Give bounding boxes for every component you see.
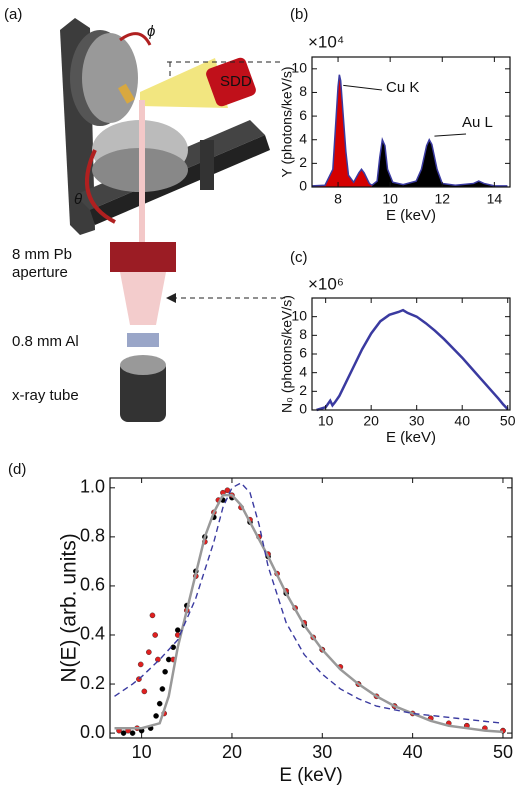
x-tick-label: 10 <box>318 413 334 429</box>
x-axis-label: E (keV) <box>386 429 436 446</box>
x-tick-label: 12 <box>434 191 450 207</box>
x-axis-label: E (keV) <box>279 765 342 786</box>
point <box>224 487 231 494</box>
y-tick-label: 2 <box>299 154 307 170</box>
y-multiplier: ×10⁶ <box>308 274 344 293</box>
theta-label: θ <box>74 191 82 208</box>
area-outline <box>371 137 508 187</box>
phi-label: ϕ <box>147 23 155 40</box>
annotation-arrow <box>434 133 467 137</box>
plot-frame <box>109 477 513 739</box>
x-tick-label: 30 <box>312 742 332 762</box>
y-tick-label: 6 <box>299 107 307 123</box>
y-axis-label: N(E) (arb. units) <box>58 533 81 682</box>
point <box>174 627 181 633</box>
x-tick-label: 20 <box>222 742 242 762</box>
y-axis-label: Y (photons/keV/s) <box>279 66 295 177</box>
annotation: Au L <box>462 114 493 131</box>
x-tick-label: 50 <box>500 413 516 429</box>
point <box>152 632 158 638</box>
x-tick-label: 14 <box>487 191 503 207</box>
panel-label: (c) <box>290 249 308 266</box>
point <box>141 688 148 695</box>
y-multiplier: ×10⁴ <box>308 32 344 51</box>
panel-label: (b) <box>290 6 308 23</box>
line <box>114 482 504 724</box>
line <box>316 308 509 412</box>
x-tick-label: 30 <box>409 413 425 429</box>
annotation: Cu K <box>386 79 419 96</box>
y-tick-label: 0.0 <box>80 722 105 742</box>
y-tick-label: 6 <box>299 345 307 361</box>
panel-label: (a) <box>4 6 22 23</box>
annotation-arrow <box>343 84 383 91</box>
point <box>156 700 163 707</box>
point <box>162 668 168 675</box>
x-tick-label: 50 <box>493 742 513 762</box>
tube-label: x-ray tube <box>12 387 79 404</box>
y-tick-label: 0 <box>299 401 307 417</box>
y-tick-label: 4 <box>299 363 307 379</box>
x-tick-label: 10 <box>382 191 398 207</box>
y-tick-label: 1.0 <box>80 477 105 497</box>
x-axis-label: E (keV) <box>386 207 436 224</box>
point <box>146 649 152 655</box>
point <box>149 612 156 619</box>
point <box>137 661 144 668</box>
detector-label: SDD <box>220 73 252 90</box>
y-tick-label: 4 <box>299 130 307 146</box>
plot-frame <box>311 56 511 188</box>
y-tick-label: 10 <box>291 60 307 76</box>
y-tick-label: 0.6 <box>80 575 105 595</box>
y-tick-label: 0 <box>299 178 307 194</box>
y-tick-label: 10 <box>291 307 307 323</box>
filter-label: 0.8 mm Al <box>12 333 79 350</box>
aperture-label: 8 mm Pb <box>12 246 72 263</box>
aperture-label: aperture <box>12 264 68 281</box>
area <box>312 74 372 187</box>
point <box>129 730 136 736</box>
x-tick-label: 20 <box>363 413 379 429</box>
y-tick-label: 8 <box>299 326 307 342</box>
point <box>153 713 159 719</box>
x-tick-label: 40 <box>403 742 423 762</box>
point <box>159 686 166 692</box>
x-tick-label: 40 <box>454 413 470 429</box>
panel-label: (d) <box>8 461 26 478</box>
y-tick-label: 0.4 <box>80 624 105 644</box>
y-tick-label: 0.2 <box>80 673 105 693</box>
area-outline <box>311 74 373 187</box>
y-tick-label: 8 <box>299 83 307 99</box>
y-tick-label: 0.8 <box>80 526 105 546</box>
y-axis-label: N₀ (photons/keV/s) <box>279 295 295 413</box>
x-tick-label: 8 <box>334 191 342 207</box>
point <box>120 730 127 736</box>
x-tick-label: 10 <box>132 742 152 762</box>
y-tick-label: 2 <box>299 382 307 398</box>
apparatus <box>60 18 285 422</box>
line <box>114 493 504 734</box>
